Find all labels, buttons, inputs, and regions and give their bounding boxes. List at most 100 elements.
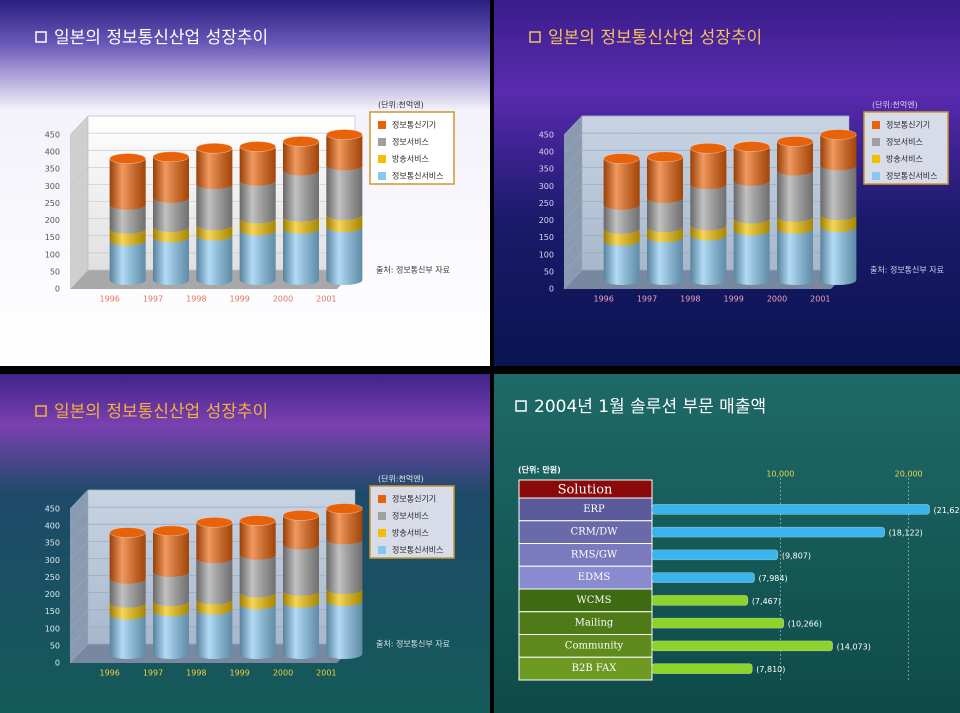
cylinder-shade: [239, 230, 276, 285]
grid-line: [563, 115, 583, 136]
cylinder-shade: [647, 197, 683, 232]
y-tick-label: 250: [45, 573, 60, 582]
x-tick-label: 1996: [99, 669, 119, 678]
legend-swatch: [378, 512, 386, 520]
value-label: (14,073): [837, 642, 871, 651]
value-label: (9,807): [782, 551, 811, 560]
x-tick-label: 2000: [767, 295, 787, 304]
y-tick-label: 400: [45, 148, 60, 157]
cylinder-cap: [109, 527, 147, 538]
cylinder-shade: [690, 184, 727, 231]
cylinder-cap: [282, 136, 320, 147]
cylinder-shade: [283, 544, 319, 596]
y-tick-label: 350: [45, 165, 60, 174]
cylinder-shade: [109, 204, 146, 234]
category-label: Mailing: [575, 618, 614, 629]
value-label: (7,984): [758, 574, 787, 583]
y-tick-label: 100: [539, 250, 554, 259]
cylinder-cap: [239, 141, 277, 152]
legend-swatch: [872, 121, 880, 129]
slide: 2004년 1월 솔루션 부문 매출액 (단위: 만원) 10,000 20,000 S…: [494, 374, 960, 713]
legend-label: 방송서비스: [886, 154, 923, 164]
y-tick-label: 50: [50, 267, 60, 276]
y-tick-label: 150: [539, 233, 554, 242]
grid-line: [69, 132, 89, 153]
bar: [651, 572, 755, 583]
cylinder-shade: [603, 204, 640, 234]
title-icon: [515, 400, 527, 412]
y-tick-label: 50: [544, 267, 554, 276]
legend-label: 정보통신서비스: [886, 171, 938, 181]
y-tick-label: 0: [55, 659, 60, 668]
y-tick-label: 200: [45, 216, 60, 225]
cylinder-shade: [603, 240, 640, 285]
cylinder-shade: [326, 508, 363, 545]
grid-line: [69, 626, 89, 647]
cylinder-shade: [777, 170, 813, 222]
cylinder-cap: [689, 142, 727, 154]
slide: 일본의 정보통신산업 성장추이 0 50 100 150 200 250 300 350 400 4…: [494, 0, 960, 366]
legend-swatch: [378, 529, 386, 537]
category-label: CRM/DW: [570, 527, 618, 538]
cylinder-shade: [109, 228, 146, 246]
cylinder-shade: [239, 554, 276, 598]
bar: [651, 504, 930, 515]
y-tick-label: 300: [45, 556, 60, 565]
legend-swatch: [378, 155, 386, 163]
cylinder-cap: [733, 141, 771, 152]
cylinder-shade: [239, 180, 276, 224]
cylinder-shade: [239, 604, 276, 659]
unit-label: (단위:천억엔): [378, 100, 424, 110]
grid-line: [69, 609, 89, 630]
grid-line: [563, 252, 583, 273]
x-tick-label: 10,000: [766, 470, 794, 479]
cylinder-shade: [196, 148, 233, 190]
cylinder-cap: [325, 503, 363, 514]
cylinder-shade: [153, 197, 189, 232]
grid-line: [69, 269, 89, 290]
slide: 일본의 정보통신산업 성장추이 0 50 100 150 200 250 300 350 400 4…: [0, 0, 490, 366]
cylinder-shade: [153, 571, 189, 606]
x-tick-label: 1999: [723, 295, 743, 304]
grid-line: [563, 201, 583, 221]
grid-line: [69, 115, 89, 136]
x-tick-label: 1998: [680, 295, 700, 304]
legend-swatch: [378, 172, 386, 180]
x-tick-label: 2001: [316, 669, 336, 678]
y-tick-label: 0: [549, 285, 554, 294]
y-tick-label: 0: [55, 285, 60, 294]
legend-label: 방송서비스: [392, 154, 429, 164]
x-tick-label: 1998: [186, 295, 206, 304]
cylinder-shade: [647, 237, 683, 285]
cylinder-cap: [325, 129, 363, 140]
cylinder-shade: [239, 218, 276, 236]
x-tick-label: 1997: [637, 295, 657, 304]
slide-title: 일본의 정보통신산업 성장추이: [54, 402, 268, 422]
legend-swatch: [378, 138, 386, 146]
x-tick-label: 1996: [99, 295, 119, 304]
legend-label: 정보서비스: [392, 137, 429, 147]
legend-label: 방송서비스: [392, 528, 429, 538]
cylinder-shade: [109, 578, 146, 608]
cylinder-cap: [152, 151, 190, 163]
grid-line: [69, 218, 89, 238]
y-tick-label: 350: [45, 539, 60, 548]
cylinder-shade: [283, 216, 319, 234]
cylinder-shade: [239, 592, 276, 610]
cylinder-shade: [777, 141, 813, 176]
x-tick-label: 1997: [143, 295, 163, 304]
cylinder-cap: [109, 153, 147, 164]
grid-line: [69, 235, 89, 256]
grid-line: [69, 184, 89, 204]
category-label: Community: [565, 640, 624, 651]
source-note: 출처: 정보통신부 자료: [870, 265, 944, 275]
grid-line: [69, 523, 89, 544]
cylinder-shade: [283, 228, 319, 285]
cylinder-shade: [820, 134, 857, 171]
legend-label: 정보서비스: [886, 137, 923, 147]
cylinder-shade: [283, 141, 319, 176]
grid-line: [563, 269, 583, 290]
cylinder-shade: [196, 184, 233, 231]
